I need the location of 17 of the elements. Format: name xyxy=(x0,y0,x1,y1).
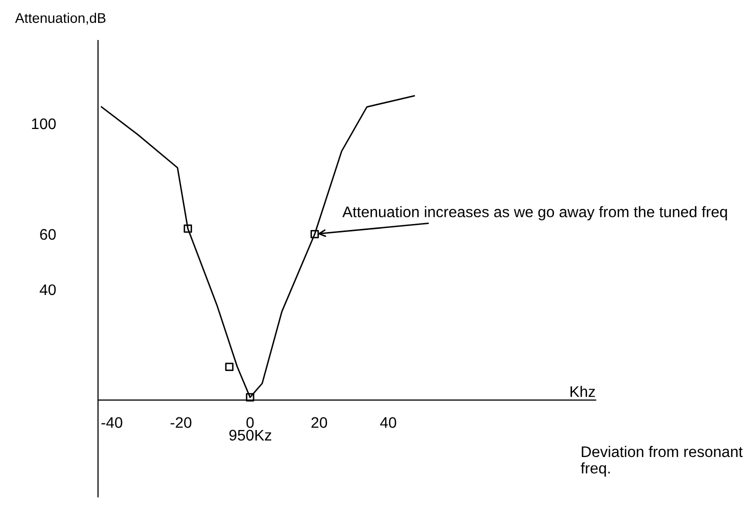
x-axis-title: Khz xyxy=(570,386,595,397)
annotation: 950Kz xyxy=(229,430,272,441)
point xyxy=(246,393,254,402)
point xyxy=(310,230,319,238)
y-axis-title: Attenuation,dB xyxy=(15,12,106,25)
x-tick-label: 40 xyxy=(380,417,396,428)
y-tick-label: 40 xyxy=(40,284,56,296)
y-tick-label: 100 xyxy=(32,118,56,130)
annotation: Attenuation increases as we go away from the tuned freq xyxy=(342,206,727,220)
x-tick-label: 0 xyxy=(246,417,254,428)
point xyxy=(184,224,192,233)
x-tick-label: -40 xyxy=(101,417,122,428)
x-tick-label: -20 xyxy=(170,417,192,428)
y-tick-label: 60 xyxy=(40,229,56,240)
point xyxy=(225,362,234,372)
x-tick-label: 20 xyxy=(311,417,328,428)
annotation: Deviation from resonant freq. xyxy=(580,446,743,477)
